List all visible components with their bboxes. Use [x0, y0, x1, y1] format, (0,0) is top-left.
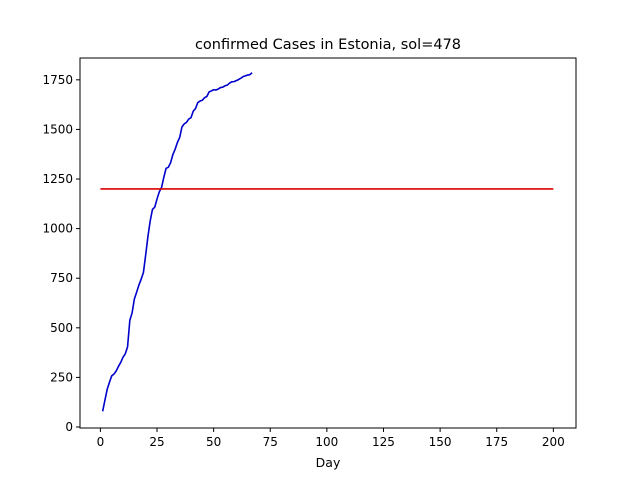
y-axis: 0 250 500 750 1000 1250 1500 1750: [42, 73, 80, 434]
x-axis: 0 25 50 75 100 125 150 175 200: [97, 428, 565, 449]
x-tick-label: 50: [206, 435, 221, 449]
y-tick-label: 1750: [42, 73, 73, 87]
x-tick-label: 200: [542, 435, 565, 449]
y-tick-label: 1000: [42, 222, 73, 236]
x-tick-label: 150: [429, 435, 452, 449]
y-tick-label: 750: [50, 271, 73, 285]
x-tick-label: 175: [485, 435, 508, 449]
y-tick-label: 0: [65, 420, 73, 434]
x-tick-label: 25: [149, 435, 164, 449]
x-tick-label: 125: [372, 435, 395, 449]
series-line-1: [101, 72, 253, 412]
chart-title: confirmed Cases in Estonia, sol=478: [195, 37, 461, 53]
x-axis-label: Day: [316, 455, 341, 470]
y-tick-label: 1500: [42, 122, 73, 136]
y-tick-label: 500: [50, 321, 73, 335]
y-tick-label: 250: [50, 370, 73, 384]
x-tick-label: 100: [315, 435, 338, 449]
x-tick-label: 75: [263, 435, 278, 449]
plot-frame: [79, 57, 577, 429]
x-tick-label: 0: [97, 435, 105, 449]
series-layer: [100, 72, 554, 412]
y-tick-label: 1250: [42, 172, 73, 186]
